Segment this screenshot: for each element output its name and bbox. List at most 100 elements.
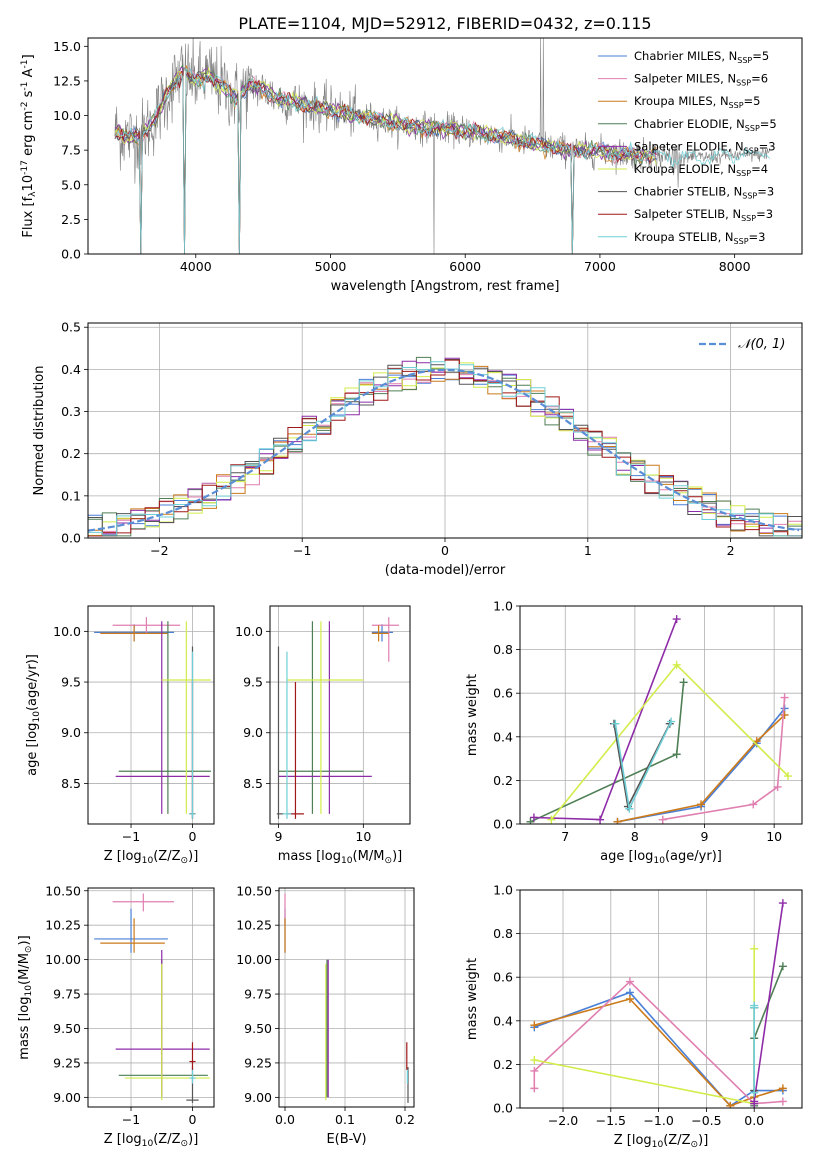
weight-point bbox=[750, 1088, 759, 1097]
weight-point bbox=[529, 813, 538, 822]
x-tick-label: 9 bbox=[701, 829, 709, 844]
weight-line bbox=[534, 948, 755, 1105]
errorbar-salpeter-miles bbox=[371, 617, 399, 662]
model-spectrum-kroupa-stelib bbox=[114, 67, 770, 254]
legend-label: Salpeter STELIB, NSSP=3 bbox=[634, 207, 773, 223]
x-tick-label: 2 bbox=[727, 543, 735, 558]
y-tick-label: 15.0 bbox=[53, 39, 81, 54]
errorbar-kroupa-miles bbox=[100, 625, 168, 642]
y-tick-label: 0.4 bbox=[61, 362, 81, 377]
errorbar-salpeter-stelib bbox=[189, 1042, 196, 1070]
errorbar-kroupa-elodie bbox=[286, 621, 364, 814]
chart-weight-vs-age: 7 8 9 10 0.0 0.2 0.4 0.6 0.8 1.0 age [log10(age/yr… bbox=[465, 599, 803, 866]
chart-residuals: −2 −1 0 1 2 0.0 0.1 0.2 0.3 0.4 0.5 (data-model)/er… bbox=[32, 320, 803, 578]
plot-area bbox=[94, 617, 211, 819]
x-tick-label: −1 bbox=[293, 543, 311, 558]
y-tick-label: 0.4 bbox=[493, 729, 513, 744]
histogram-kroupa-stelib bbox=[88, 361, 802, 537]
errorbar-chabrier-miles bbox=[94, 908, 168, 953]
weight-point bbox=[672, 615, 681, 624]
weight-line bbox=[533, 618, 678, 821]
weight-point bbox=[778, 1097, 787, 1106]
y-tick-label: 0.5 bbox=[61, 320, 81, 335]
errorbar-kroupa-elodie bbox=[124, 963, 210, 1101]
axes-frame bbox=[278, 887, 415, 1108]
weight-line bbox=[614, 721, 672, 812]
errorbar-chabrier-stelib bbox=[276, 646, 284, 819]
legend-label: Chabrier ELODIE, NSSP=5 bbox=[634, 117, 777, 133]
y-tick-label: 10.0 bbox=[235, 624, 263, 639]
y-tick-label: 8.5 bbox=[243, 776, 263, 791]
weight-point bbox=[526, 817, 535, 824]
y-axis-label: Normed distribution bbox=[32, 366, 47, 496]
weight-point bbox=[530, 1056, 539, 1065]
errorbar-kroupa-elodie bbox=[161, 621, 211, 814]
y-tick-label: 8.5 bbox=[61, 776, 81, 791]
chart-mass-vs-EBV: 0.0 0.1 0.2 9.00 9.25 9.50 9.75 10.00 10.25 10.50… bbox=[236, 883, 415, 1147]
x-tick-label: 7 bbox=[561, 829, 569, 844]
y-axis-label: Flux [fλ10-17 erg cm-2 s-1 A-1] bbox=[20, 54, 38, 237]
axes-frame bbox=[269, 605, 411, 825]
plot-area bbox=[114, 38, 770, 254]
weight-point bbox=[750, 1097, 759, 1106]
weight-point bbox=[667, 717, 676, 726]
errorbar-kroupa-miles bbox=[100, 918, 165, 953]
x-tick-label: 0.2 bbox=[395, 1112, 415, 1127]
chart-weight-vs-Z: −2.0 −1.5 −1.0 −0.5 0.0 0.0 0.2 0.4 0.6 0.8 1.0 Z [… bbox=[465, 883, 803, 1150]
y-tick-label: 9.5 bbox=[61, 675, 81, 690]
weight-series-kroupa-elodie bbox=[530, 944, 759, 1108]
weight-point bbox=[530, 1021, 539, 1030]
weight-point bbox=[750, 944, 759, 953]
y-tick-label: 9.0 bbox=[243, 725, 263, 740]
weight-point bbox=[750, 1001, 759, 1010]
legend-label: 𝒩(0, 1) bbox=[738, 337, 785, 352]
y-tick-label: 9.50 bbox=[244, 1021, 272, 1036]
x-tick-label: 7000 bbox=[584, 259, 616, 274]
x-axis-label: mass [log10(M/M⊙)] bbox=[278, 849, 402, 866]
y-tick-label: 9.0 bbox=[61, 725, 81, 740]
errorbar-salpeter-miles bbox=[112, 617, 181, 634]
axes-frame bbox=[519, 605, 803, 825]
axes-frame bbox=[87, 37, 803, 255]
weight-series-kroupa-elodie bbox=[547, 660, 793, 824]
weight-point bbox=[778, 962, 787, 971]
weight-point bbox=[672, 660, 681, 669]
errorbar-kroupa-stelib bbox=[282, 651, 292, 819]
errorbar-salpeter-stelib bbox=[286, 682, 304, 819]
weight-series-kroupa-miles bbox=[530, 995, 787, 1108]
errorbar-kroupa-miles bbox=[371, 625, 389, 642]
x-tick-label: 0.0 bbox=[275, 1112, 295, 1127]
legend-label: Chabrier MILES, NSSP=5 bbox=[634, 49, 769, 65]
model-spectrum-kroupa-miles bbox=[114, 65, 657, 254]
x-axis-label: E(B-V) bbox=[326, 1132, 366, 1147]
weight-line bbox=[617, 714, 786, 823]
weight-point bbox=[613, 817, 622, 824]
legend-label: Kroupa MILES, NSSP=5 bbox=[634, 94, 760, 110]
y-tick-label: 0.2 bbox=[493, 1057, 513, 1072]
y-tick-label: 0.2 bbox=[61, 446, 81, 461]
y-axis-label: mass weight bbox=[465, 674, 480, 756]
y-tick-label: 9.75 bbox=[53, 987, 81, 1002]
y-tick-label: 9.75 bbox=[244, 987, 272, 1002]
y-tick-label: 9.5 bbox=[243, 675, 263, 690]
y-tick-label: 12.5 bbox=[53, 73, 81, 88]
x-axis-label: (data-model)/error bbox=[385, 563, 506, 578]
weight-point bbox=[726, 1101, 735, 1108]
weight-series-chabrier-stelib bbox=[610, 719, 674, 811]
y-tick-label: 10.0 bbox=[53, 624, 81, 639]
chart-mass-vs-Z: −1 0 9.00 9.25 9.50 9.75 10.00 10.25 10.50 Z [log… bbox=[17, 883, 215, 1149]
weight-point bbox=[778, 899, 787, 908]
x-tick-label: 0 bbox=[189, 829, 197, 844]
weight-line bbox=[662, 697, 786, 821]
y-tick-label: 9.25 bbox=[53, 1055, 81, 1070]
legend-label: Kroupa ELODIE, NSSP=4 bbox=[634, 162, 768, 178]
plot-area bbox=[88, 356, 802, 537]
weight-series-kroupa-stelib bbox=[611, 717, 676, 813]
x-tick-label: −2.0 bbox=[548, 1113, 578, 1128]
errorbar-kroupa-stelib bbox=[189, 1069, 196, 1084]
weight-point bbox=[530, 1066, 539, 1075]
y-tick-label: 1.0 bbox=[493, 599, 513, 614]
x-tick-label: 8 bbox=[631, 829, 639, 844]
x-axis-label: wavelength [Angstrom, rest frame] bbox=[331, 279, 560, 294]
